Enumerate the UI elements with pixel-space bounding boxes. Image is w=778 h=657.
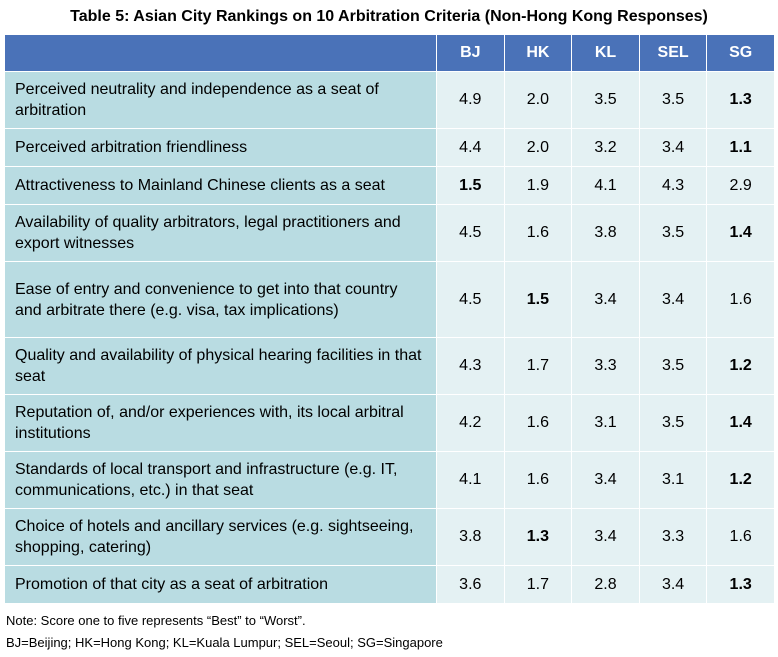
score-cell-kl: 3.2 [571, 128, 640, 167]
score-cell-sel: 3.4 [638, 128, 708, 167]
score-cell-kl: 3.5 [571, 71, 640, 129]
criterion-cell: Perceived neutrality and independence as… [4, 71, 437, 129]
score-cell-bj: 1.5 [436, 166, 505, 205]
score-cell-kl: 3.4 [571, 508, 640, 566]
rankings-table: BJ HK KL SEL SG Perceived neutrality and… [4, 34, 775, 604]
score-cell-sg: 1.2 [706, 451, 775, 509]
score-cell-hk: 1.7 [503, 337, 573, 395]
score-cell-hk: 1.3 [503, 508, 573, 566]
score-cell-sel: 3.3 [638, 508, 708, 566]
score-cell-bj: 3.6 [436, 565, 505, 604]
table-row: Promotion of that city as a seat of arbi… [4, 565, 775, 604]
score-cell-sel: 3.4 [638, 565, 708, 604]
score-cell-kl: 3.4 [571, 261, 640, 338]
score-note: Note: Score one to five represents “Best… [6, 613, 306, 628]
table-row: Choice of hotels and ancillary services … [4, 508, 775, 566]
column-header-sg: SG [706, 34, 775, 72]
table-row: Ease of entry and convenience to get int… [4, 261, 775, 338]
header-row: BJ HK KL SEL SG [4, 34, 775, 72]
criterion-cell: Ease of entry and convenience to get int… [4, 261, 437, 338]
criterion-cell: Reputation of, and/or experiences with, … [4, 394, 437, 452]
score-cell-hk: 1.7 [503, 565, 573, 604]
score-cell-sg: 1.2 [706, 337, 775, 395]
criterion-cell: Promotion of that city as a seat of arbi… [4, 565, 437, 604]
criterion-cell: Quality and availability of physical hea… [4, 337, 437, 395]
table-row: Availability of quality arbitrators, leg… [4, 204, 775, 262]
criterion-cell: Availability of quality arbitrators, leg… [4, 204, 437, 262]
abbreviation-legend: BJ=Beijing; HK=Hong Kong; KL=Kuala Lumpu… [6, 635, 443, 650]
score-cell-hk: 1.5 [503, 261, 573, 338]
score-cell-hk: 1.6 [503, 204, 573, 262]
score-cell-bj: 4.1 [436, 451, 505, 509]
score-cell-bj: 4.3 [436, 337, 505, 395]
column-header-hk: HK [503, 34, 573, 72]
table-row: Standards of local transport and infrast… [4, 451, 775, 509]
score-cell-sel: 3.5 [638, 71, 708, 129]
score-cell-bj: 4.2 [436, 394, 505, 452]
score-cell-bj: 3.8 [436, 508, 505, 566]
score-cell-sel: 3.1 [638, 451, 708, 509]
table-row: Attractiveness to Mainland Chinese clien… [4, 166, 775, 205]
table-title: Table 5: Asian City Rankings on 10 Arbit… [70, 8, 708, 25]
score-cell-sel: 3.4 [638, 261, 708, 338]
column-header-bj: BJ [436, 34, 505, 72]
score-cell-hk: 2.0 [503, 128, 573, 167]
table-body: Perceived neutrality and independence as… [4, 71, 775, 604]
score-cell-hk: 2.0 [503, 71, 573, 129]
score-cell-kl: 2.8 [571, 565, 640, 604]
column-header-sel: SEL [638, 34, 708, 72]
score-cell-sg: 1.3 [706, 71, 775, 129]
criterion-cell: Attractiveness to Mainland Chinese clien… [4, 166, 437, 205]
score-cell-hk: 1.6 [503, 451, 573, 509]
score-cell-kl: 3.3 [571, 337, 640, 395]
score-cell-kl: 3.1 [571, 394, 640, 452]
score-cell-kl: 3.4 [571, 451, 640, 509]
score-cell-bj: 4.5 [436, 204, 505, 262]
criterion-header [4, 34, 437, 72]
score-cell-sg: 1.6 [706, 508, 775, 566]
score-cell-kl: 3.8 [571, 204, 640, 262]
table-row: Quality and availability of physical hea… [4, 337, 775, 395]
score-cell-kl: 4.1 [571, 166, 640, 205]
score-cell-sg: 1.6 [706, 261, 775, 338]
score-cell-hk: 1.6 [503, 394, 573, 452]
criterion-cell: Choice of hotels and ancillary services … [4, 508, 437, 566]
table-row: Reputation of, and/or experiences with, … [4, 394, 775, 452]
score-cell-bj: 4.4 [436, 128, 505, 167]
score-cell-bj: 4.9 [436, 71, 505, 129]
score-cell-sel: 3.5 [638, 394, 708, 452]
score-cell-sg: 1.3 [706, 565, 775, 604]
score-cell-bj: 4.5 [436, 261, 505, 338]
score-cell-hk: 1.9 [503, 166, 573, 205]
score-cell-sg: 2.9 [706, 166, 775, 205]
score-cell-sel: 4.3 [638, 166, 708, 205]
score-cell-sg: 1.1 [706, 128, 775, 167]
criterion-cell: Perceived arbitration friendliness [4, 128, 437, 167]
score-cell-sg: 1.4 [706, 394, 775, 452]
score-cell-sg: 1.4 [706, 204, 775, 262]
table-row: Perceived arbitration friendliness 4.4 2.0… [4, 128, 775, 167]
column-header-kl: KL [571, 34, 640, 72]
table-row: Perceived neutrality and independence as… [4, 71, 775, 129]
criterion-cell: Standards of local transport and infrast… [4, 451, 437, 509]
score-cell-sel: 3.5 [638, 337, 708, 395]
score-cell-sel: 3.5 [638, 204, 708, 262]
